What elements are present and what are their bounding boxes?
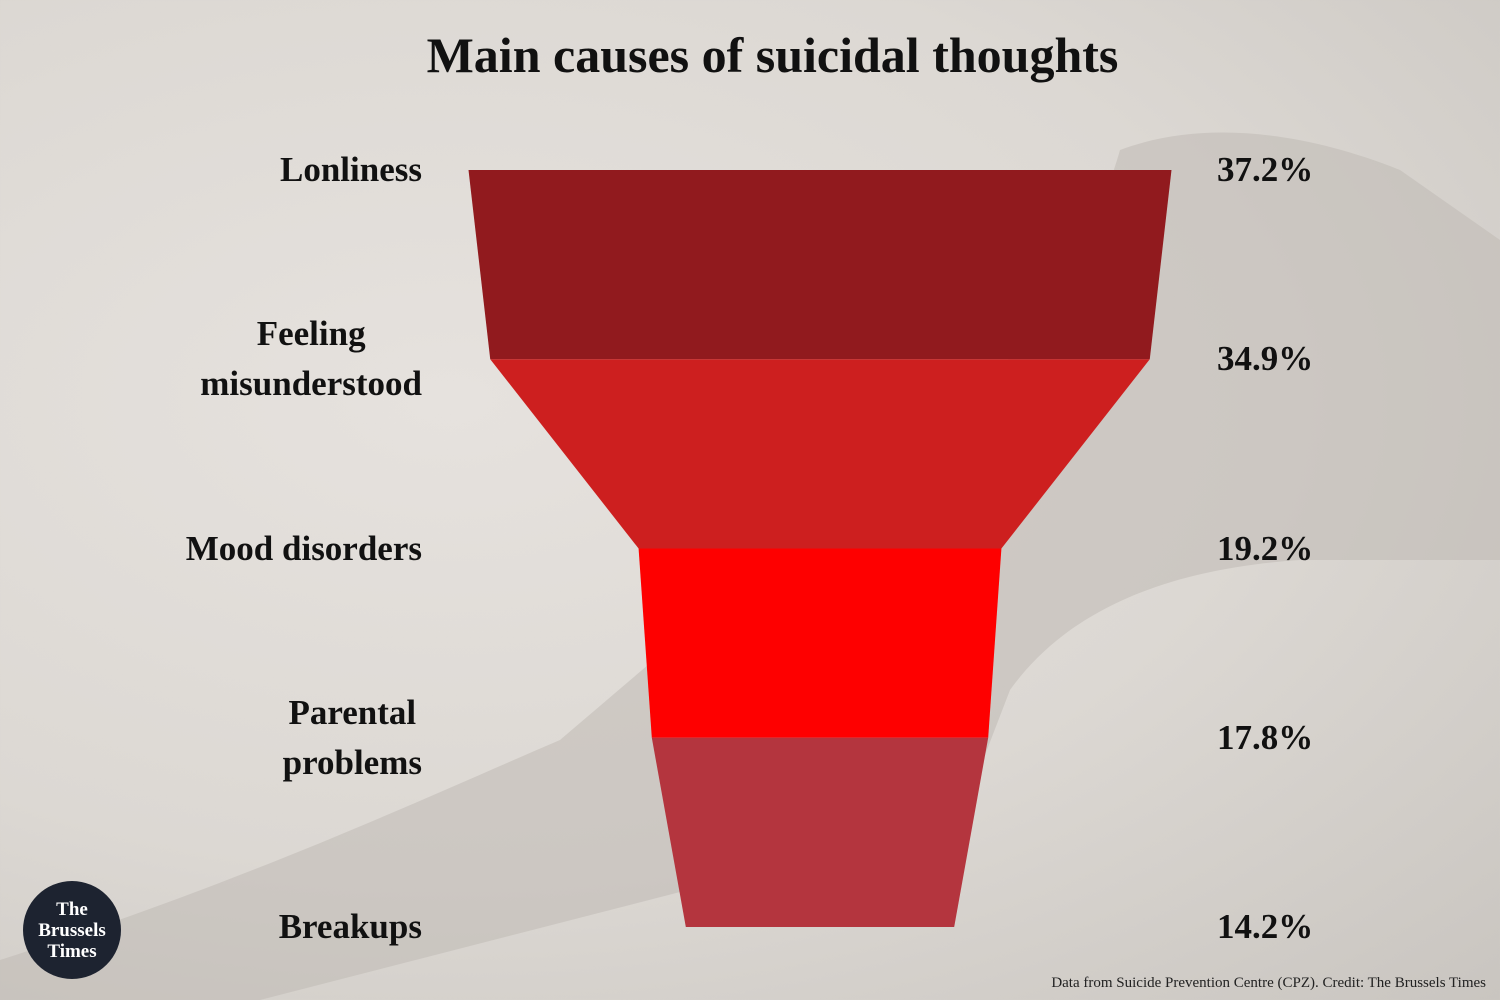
- chart-title: Main causes of suicidal thoughts: [426, 27, 1119, 83]
- category-label: Breakups: [278, 907, 422, 946]
- funnel-segment: [490, 359, 1150, 549]
- value-label: 34.9%: [1217, 339, 1314, 379]
- category-label: Feeling misunderstood: [200, 314, 422, 404]
- funnel-segment: [468, 170, 1172, 360]
- funnel-segment: [651, 737, 989, 927]
- value-label: 17.8%: [1217, 717, 1314, 757]
- category-label: Mood disorders: [185, 528, 422, 568]
- value-label: 37.2%: [1217, 150, 1314, 189]
- source-note: Data from Suicide Prevention Centre (CPZ…: [1051, 975, 1486, 991]
- category-label: Parental problems: [282, 692, 422, 782]
- value-label: 19.2%: [1217, 528, 1314, 568]
- category-label: Lonliness: [280, 150, 422, 189]
- logo: The Brussels Times: [23, 881, 121, 979]
- value-label: 14.2%: [1217, 907, 1314, 946]
- funnel-segment: [638, 548, 1002, 738]
- funnel: [468, 170, 1172, 927]
